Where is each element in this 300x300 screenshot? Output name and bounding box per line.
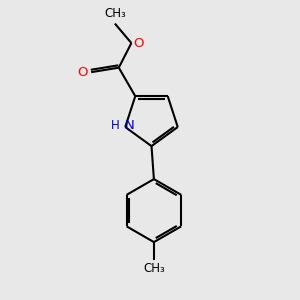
- Text: H: H: [111, 119, 120, 132]
- Text: CH₃: CH₃: [104, 7, 126, 20]
- Text: CH₃: CH₃: [143, 262, 165, 275]
- Text: O: O: [77, 66, 88, 79]
- Text: O: O: [133, 37, 144, 50]
- Text: N: N: [125, 119, 134, 132]
